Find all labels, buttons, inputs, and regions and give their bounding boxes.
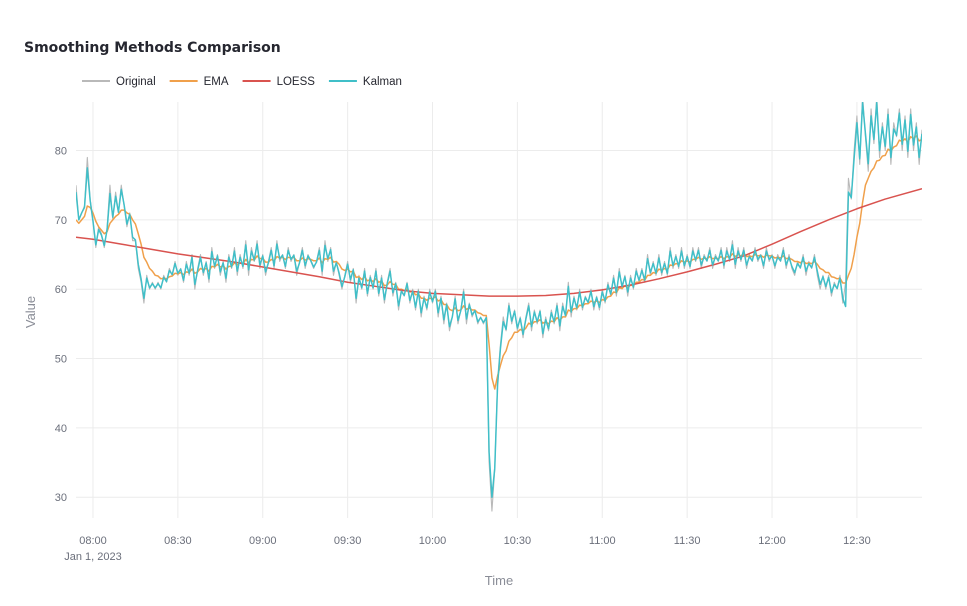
x-tick-label: 11:00: [589, 535, 616, 547]
y-tick-label: 80: [55, 146, 67, 158]
y-axis-title: Value: [23, 296, 38, 328]
legend[interactable]: Original EMA LOESS Kalman: [82, 76, 402, 88]
chart-title: Smoothing Methods Comparison: [24, 40, 281, 56]
legend-label: Original: [116, 76, 156, 88]
plot-area[interactable]: [76, 95, 922, 512]
x-tick-label: 10:00: [419, 535, 447, 547]
legend-item-loess[interactable]: LOESS: [242, 76, 316, 88]
y-axis-ticks: 30 40 50 60 70 80: [55, 146, 67, 505]
x-tick-label: 11:30: [674, 535, 701, 547]
gridlines: [76, 102, 922, 518]
series-line-kalman[interactable]: [76, 102, 922, 498]
x-tick-label: 09:30: [334, 535, 362, 547]
x-tick-label: 12:30: [843, 535, 871, 547]
x-tick-label: 09:00: [249, 535, 277, 547]
legend-item-kalman[interactable]: Kalman: [328, 76, 402, 88]
y-tick-label: 60: [55, 284, 67, 296]
y-tick-label: 40: [55, 423, 67, 435]
legend-label: EMA: [204, 76, 229, 88]
legend-item-original[interactable]: Original: [82, 76, 156, 88]
series-line-ema[interactable]: [76, 135, 922, 390]
legend-label: LOESS: [277, 76, 316, 88]
legend-item-ema[interactable]: EMA: [169, 76, 229, 88]
x-axis-ticks: 08:00 Jan 1, 2023 08:30 09:00 09:30 10:00 10:3…: [64, 535, 870, 563]
y-tick-label: 70: [55, 215, 67, 227]
x-tick-label: 08:30: [164, 535, 192, 547]
series-line-loess[interactable]: [76, 187, 922, 297]
y-tick-label: 30: [55, 492, 67, 504]
series-line-original[interactable]: [76, 95, 922, 512]
x-tick-label: 10:30: [504, 535, 532, 547]
legend-label: Kalman: [363, 76, 402, 88]
x-tick-sublabel: Jan 1, 2023: [64, 551, 122, 563]
x-axis-title: Time: [485, 573, 513, 588]
x-tick-label: 08:00: [79, 535, 107, 547]
y-tick-label: 50: [55, 354, 67, 366]
x-tick-label: 12:00: [758, 535, 786, 547]
